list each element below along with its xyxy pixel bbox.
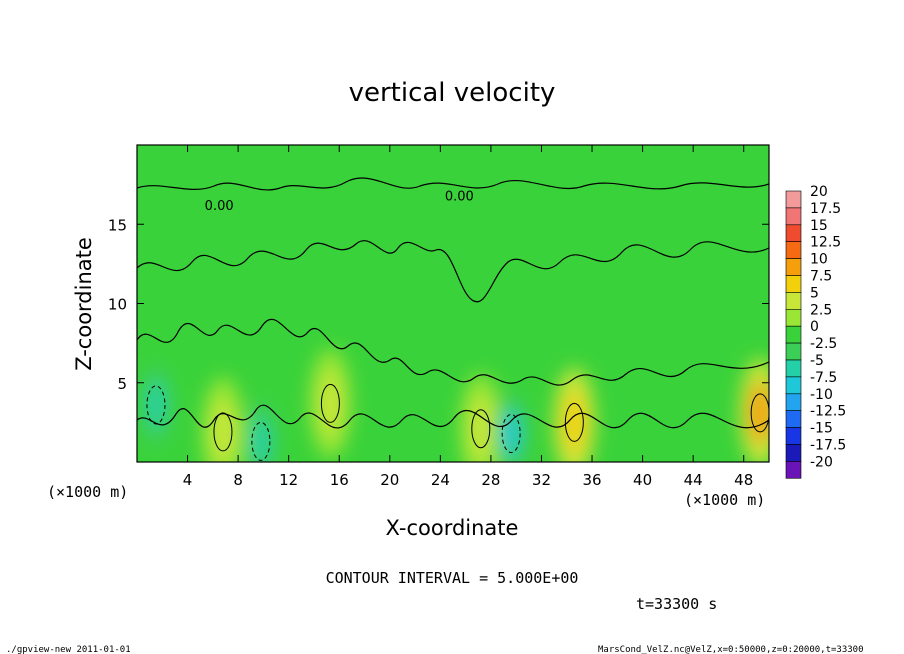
- colorbar-labels: 2017.51512.5107.552.50-2.5-5-7.5-10-12.5…: [810, 184, 846, 470]
- x-tick-label: 36: [582, 471, 601, 489]
- colorbar-swatch: [785, 376, 802, 395]
- colorbar-swatch: [785, 207, 802, 226]
- y-axis-label: Z-coordinate: [72, 237, 96, 371]
- colorbar-swatch: [785, 444, 802, 462]
- contour-zero-base: [137, 404, 769, 429]
- colorbar-swatch: [785, 275, 802, 293]
- contour-lines: [137, 177, 769, 429]
- contour-zero-mid: [137, 240, 769, 303]
- colorbar-label: 5: [810, 285, 819, 301]
- contour-zero-low: [137, 318, 769, 386]
- x-unit-left: (×1000 m): [47, 483, 128, 501]
- feature-core-1: [318, 372, 343, 435]
- feature-core-6: [146, 380, 165, 429]
- feature-core-4: [748, 381, 769, 445]
- colorbar-swatch: [785, 258, 802, 276]
- colorbar-swatch: [785, 190, 802, 209]
- x-tick-label: 40: [633, 471, 652, 489]
- colorbar-swatch: [785, 292, 802, 310]
- y-tick-label: 5: [117, 375, 127, 393]
- colorbar-swatch: [785, 461, 802, 479]
- contour-cell-0: [213, 412, 233, 452]
- x-unit-right: (×1000 m): [684, 491, 765, 509]
- contour-cell-1: [320, 383, 340, 423]
- colorbar-label: -20: [810, 454, 833, 470]
- chart-title: vertical velocity: [349, 78, 556, 108]
- footer-left: ./gpview-new 2011-01-01: [6, 645, 131, 654]
- colorbar-label: -2.5: [810, 336, 837, 352]
- contour-cells: [146, 383, 769, 461]
- plot-area: 0.00 0.00: [137, 145, 769, 462]
- y-tick-label: 10: [108, 296, 127, 314]
- contour-labels: 0.00 0.00: [205, 189, 474, 214]
- colorbar-label: 10: [810, 252, 828, 268]
- colorbar-label: 17.5: [810, 201, 841, 217]
- x-tick-label: 4: [183, 471, 193, 489]
- colorbar-swatch: [785, 308, 802, 327]
- x-tick-label: 44: [684, 471, 703, 489]
- colorbar-label: 12.5: [810, 235, 841, 251]
- colorbar-label: 0: [810, 319, 819, 335]
- colorbar-label: -15: [810, 421, 833, 437]
- colorbar: [785, 190, 802, 479]
- contour-zero-upper: [137, 177, 769, 191]
- contour-cell-5: [501, 413, 521, 453]
- colorbar-swatch: [785, 410, 802, 428]
- colorbar-label: 20: [810, 184, 828, 200]
- colorbar-label: -7.5: [810, 370, 837, 386]
- x-tick-label: 24: [431, 471, 450, 489]
- colorbar-label: 2.5: [810, 302, 832, 318]
- contour-cell-3: [564, 402, 584, 442]
- contour-cell-2: [471, 409, 491, 449]
- footer-right: MarsCond_VelZ.nc@VelZ,x=0:50000,z=0:2000…: [598, 645, 864, 654]
- x-tick-label: 12: [279, 471, 298, 489]
- colorbar-swatch: [785, 342, 802, 361]
- feature-core-3: [562, 391, 587, 454]
- colorbar-swatch: [785, 427, 802, 445]
- contour-label-0: 0.00: [205, 199, 234, 214]
- colorbar-label: -10: [810, 387, 833, 403]
- x-axis-ticks: 4 8 12 16 20 24 28 32 36 40 44 48: [183, 145, 753, 489]
- colorbar-swatch: [785, 393, 802, 411]
- feature-core-5: [502, 409, 521, 458]
- x-tick-label: 8: [233, 471, 243, 489]
- x-tick-label: 16: [330, 471, 349, 489]
- contour-cell-6: [146, 385, 166, 425]
- x-tick-label: 28: [481, 471, 500, 489]
- colorbar-label: -17.5: [810, 438, 846, 454]
- feature-core-0: [211, 400, 235, 462]
- colorbar-swatch: [785, 241, 802, 259]
- feature-core-2: [469, 397, 493, 460]
- contour-label-1: 0.00: [445, 189, 474, 204]
- colorbar-label: -5: [810, 353, 824, 369]
- colorbar-swatch: [785, 325, 802, 344]
- time-label: t=33300 s: [636, 595, 717, 613]
- colorbar-swatch: [785, 359, 802, 378]
- colorbar-swatch: [785, 224, 802, 243]
- x-tick-label: 48: [734, 471, 753, 489]
- y-tick-label: 15: [108, 216, 127, 234]
- colorbar-label: 15: [810, 218, 828, 234]
- x-tick-label: 32: [532, 471, 551, 489]
- x-tick-label: 20: [380, 471, 399, 489]
- y-axis-ticks: 5 10 15: [108, 216, 769, 393]
- x-axis-label: X-coordinate: [386, 516, 519, 540]
- contour-interval: CONTOUR INTERVAL = 5.000E+00: [326, 569, 579, 587]
- contour-cell-4: [750, 393, 769, 433]
- colorbar-label: -12.5: [810, 404, 846, 420]
- contour-cell-7: [251, 421, 271, 461]
- colorbar-label: 7.5: [810, 269, 832, 285]
- feature-core-7: [251, 417, 270, 462]
